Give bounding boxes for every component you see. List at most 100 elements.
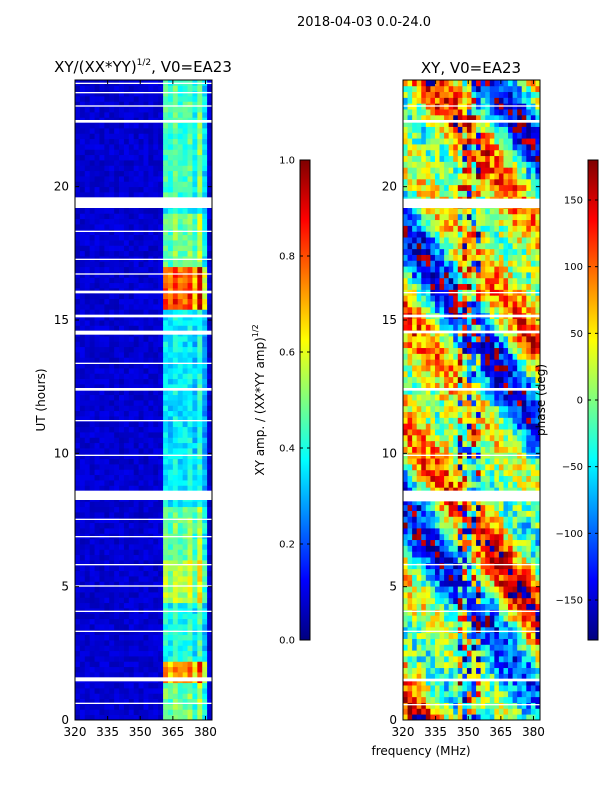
amplitude-cell	[148, 640, 153, 646]
amplitude-cell	[90, 112, 95, 118]
amplitude-cell	[173, 245, 178, 251]
phase-cell	[403, 644, 408, 650]
amplitude-cell	[168, 219, 173, 225]
phase-cell	[403, 441, 408, 447]
amplitude-cell	[139, 645, 144, 651]
amplitude-cell	[148, 704, 153, 710]
amplitude-cell	[95, 485, 100, 491]
phase-cell	[412, 435, 417, 441]
phase-cell	[421, 505, 426, 511]
amplitude-cell	[99, 229, 104, 235]
phase-cell	[444, 598, 449, 604]
phase-cell	[435, 575, 440, 581]
phase-cell	[499, 627, 504, 633]
amplitude-cell	[144, 224, 149, 230]
phase-cell	[522, 639, 527, 645]
amplitude-cell	[192, 192, 197, 198]
amplitude-cell	[158, 507, 163, 513]
phase-cell	[517, 615, 522, 621]
amplitude-cell	[99, 693, 104, 699]
amplitude-cell	[202, 469, 207, 475]
amplitude-cell	[75, 379, 80, 385]
phase-cell	[426, 569, 431, 575]
amplitude-cell	[144, 469, 149, 475]
phase-cell	[526, 627, 531, 633]
phase-cell	[412, 458, 417, 464]
phase-cell	[494, 551, 499, 557]
amplitude-cell	[183, 432, 188, 438]
amplitude-cell	[163, 421, 168, 427]
amplitude-cell	[124, 555, 129, 561]
phase-cell	[435, 516, 440, 522]
amplitude-cell	[90, 475, 95, 481]
phase-cell	[453, 534, 458, 540]
phase-cell	[435, 441, 440, 447]
amplitude-cell	[99, 603, 104, 609]
amplitude-cell	[163, 309, 168, 315]
amplitude-cell	[188, 133, 193, 139]
amplitude-cell	[197, 283, 202, 289]
amplitude-cell	[153, 336, 158, 342]
amplitude-cell	[80, 192, 85, 198]
phase-cell	[444, 580, 449, 586]
phase-cell	[513, 708, 518, 714]
amplitude-cell	[119, 320, 124, 326]
phase-cell	[417, 551, 422, 557]
phase-cell	[449, 516, 454, 522]
amplitude-cell	[144, 85, 149, 91]
amplitude-cell	[104, 347, 109, 353]
amplitude-cell	[188, 325, 193, 331]
phase-cell	[476, 458, 481, 464]
amplitude-cell	[134, 261, 139, 267]
amplitude-cell	[158, 571, 163, 577]
phase-cell	[458, 464, 463, 470]
phase-cell	[508, 633, 513, 639]
amplitude-cell	[99, 304, 104, 310]
amplitude-cell	[144, 507, 149, 513]
amplitude-cell	[158, 133, 163, 139]
amplitude-cell	[139, 539, 144, 545]
phase-cell	[499, 505, 504, 511]
amplitude-cell	[80, 432, 85, 438]
phase-cell	[440, 586, 445, 592]
amplitude-cell	[178, 155, 183, 161]
amplitude-cell	[148, 267, 153, 273]
amplitude-cell	[85, 485, 90, 491]
amplitude-cell	[168, 368, 173, 374]
amplitude-cell	[188, 507, 193, 513]
phase-cell	[490, 644, 495, 650]
amplitude-cell	[158, 432, 163, 438]
amplitude-cell	[95, 603, 100, 609]
amplitude-cell	[104, 443, 109, 449]
phase-cell	[462, 621, 467, 627]
amplitude-cell	[173, 517, 178, 523]
amplitude-cell	[134, 587, 139, 593]
phase-cell	[481, 464, 486, 470]
amplitude-cell	[173, 411, 178, 417]
amplitude-cell	[90, 155, 95, 161]
phase-cell	[403, 592, 408, 598]
phase-cell	[490, 540, 495, 546]
amplitude-cell	[85, 293, 90, 299]
amplitude-cell	[90, 192, 95, 198]
amplitude-cell	[188, 683, 193, 689]
amplitude-cell	[129, 304, 134, 310]
phase-cell	[472, 417, 477, 423]
amplitude-cell	[85, 171, 90, 177]
amplitude-cell	[173, 555, 178, 561]
amplitude-cell	[80, 171, 85, 177]
phase-cell	[435, 534, 440, 540]
amplitude-cell	[95, 549, 100, 555]
phase-cell	[522, 656, 527, 662]
amplitude-cell	[109, 336, 114, 342]
phase-cell	[462, 662, 467, 668]
amplitude-cell	[80, 464, 85, 470]
amplitude-cell	[148, 528, 153, 534]
amplitude-cell	[75, 357, 80, 363]
amplitude-cell	[104, 565, 109, 571]
phase-cell	[430, 703, 435, 709]
amplitude-cell	[153, 651, 158, 657]
phase-cell	[472, 639, 477, 645]
phase-cell	[481, 703, 486, 709]
amplitude-cell	[202, 155, 207, 161]
